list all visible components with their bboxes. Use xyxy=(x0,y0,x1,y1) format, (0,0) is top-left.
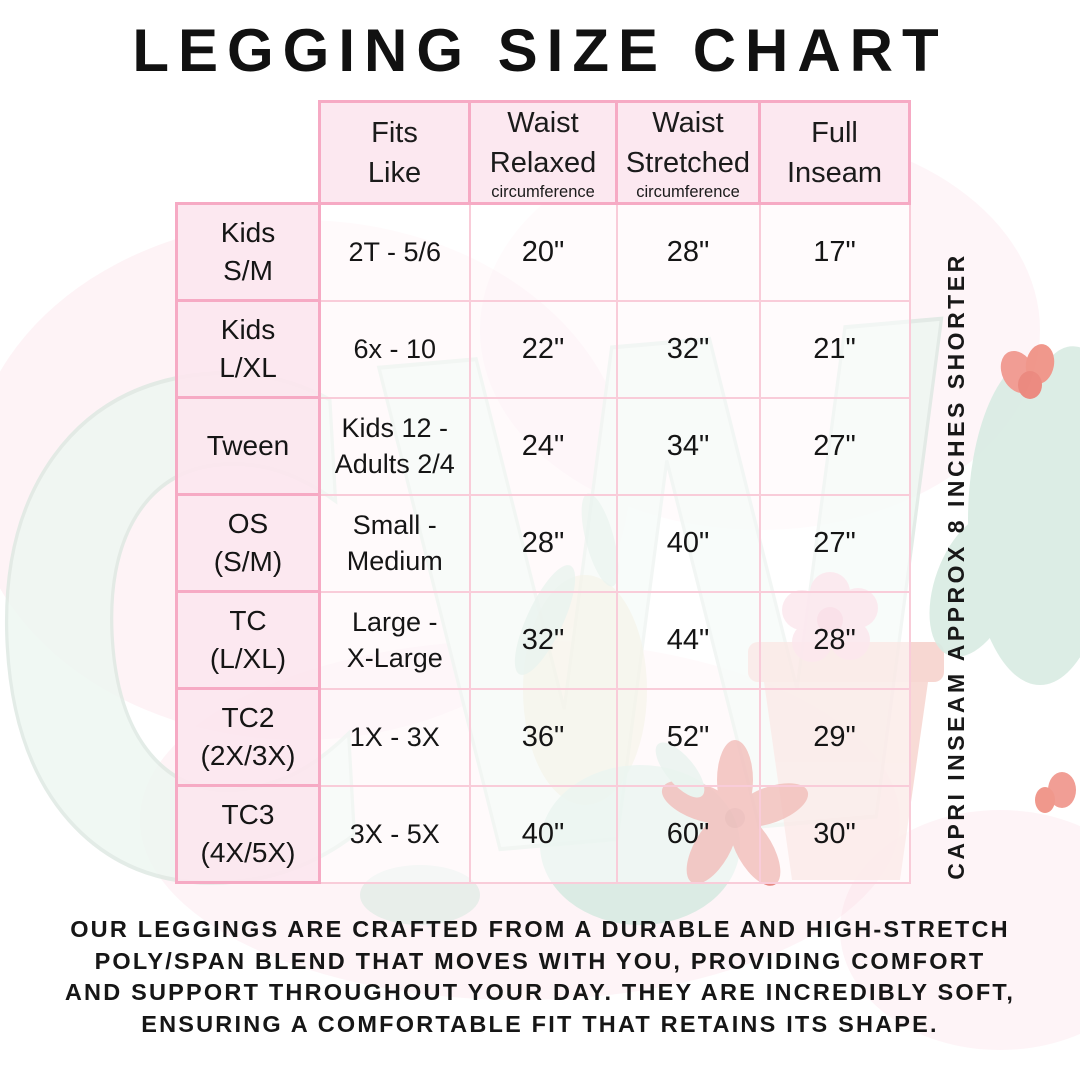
coral-flower xyxy=(1035,772,1076,813)
cell-full-inseam: 30" xyxy=(758,784,911,884)
table-row-tc2: TC2 (2X/3X) 1X - 3X 36" 52" 29" xyxy=(175,687,911,787)
capri-inseam-note: CAPRI INSEAM APPROX 8 INCHES SHORTER xyxy=(943,252,969,880)
row-label: OS (S/M) xyxy=(175,493,321,593)
cell-waist-relaxed: 40" xyxy=(468,784,618,884)
column-header-subtitle: circumference xyxy=(636,183,740,201)
footer-description: OUR LEGGINGS ARE CRAFTED FROM A DURABLE … xyxy=(64,916,1016,1037)
page-title: LEGGING SIZE CHART xyxy=(132,17,948,84)
table-row-tc: TC (L/XL) Large - X-Large 32" 44" 28" xyxy=(175,590,911,690)
cell-waist-stretched: 52" xyxy=(615,687,761,787)
coral-flower xyxy=(1000,344,1055,399)
cactus-shape xyxy=(929,344,1080,813)
cell-waist-stretched: 34" xyxy=(615,396,761,496)
cell-waist-relaxed: 36" xyxy=(468,687,618,787)
column-header-title: Full Inseam xyxy=(786,116,883,189)
row-label: Kids L/XL xyxy=(175,299,321,399)
table-row-tc3: TC3 (4X/5X) 3X - 5X 40" 60" 30" xyxy=(175,784,911,884)
cell-fits-like: 3X - 5X xyxy=(318,784,471,884)
cell-waist-stretched: 44" xyxy=(615,590,761,690)
row-label: TC (L/XL) xyxy=(175,590,321,690)
row-label: Kids S/M xyxy=(175,202,321,302)
row-label: TC3 (4X/5X) xyxy=(175,784,321,884)
cell-full-inseam: 28" xyxy=(758,590,911,690)
table-row-os: OS (S/M) Small - Medium 28" 40" 27" xyxy=(175,493,911,593)
column-header-title: Fits Like xyxy=(367,116,422,189)
column-header-waist-stretched: Waist Stretched circumference xyxy=(615,100,761,205)
table-row-kids-lxl: Kids L/XL 6x - 10 22" 32" 21" xyxy=(175,299,911,399)
cell-waist-relaxed: 20" xyxy=(468,202,618,302)
cell-waist-relaxed: 32" xyxy=(468,590,618,690)
cell-full-inseam: 21" xyxy=(758,299,911,399)
cell-waist-stretched: 28" xyxy=(615,202,761,302)
cell-full-inseam: 29" xyxy=(758,687,911,787)
cell-fits-like: 1X - 3X xyxy=(318,687,471,787)
cell-waist-relaxed: 22" xyxy=(468,299,618,399)
size-chart-table: Fits Like Waist Relaxed circumference Wa… xyxy=(175,100,911,884)
cell-fits-like: 2T - 5/6 xyxy=(318,202,471,302)
column-header-waist-relaxed: Waist Relaxed circumference xyxy=(468,100,618,205)
table-row-tween: Tween Kids 12 - Adults 2/4 24" 34" 27" xyxy=(175,396,911,496)
table-row-kids-sm: Kids S/M 2T - 5/6 20" 28" 17" xyxy=(175,202,911,302)
cell-fits-like: 6x - 10 xyxy=(318,299,471,399)
column-header-full-inseam: Full Inseam xyxy=(758,100,911,205)
cell-waist-relaxed: 24" xyxy=(468,396,618,496)
corner-blank-cell xyxy=(177,102,320,204)
cell-waist-stretched: 60" xyxy=(615,784,761,884)
row-label: Tween xyxy=(175,396,321,496)
column-header-title: Waist Relaxed xyxy=(489,107,597,179)
column-header-subtitle: circumference xyxy=(491,183,595,201)
cell-full-inseam: 17" xyxy=(758,202,911,302)
cell-full-inseam: 27" xyxy=(758,493,911,593)
cell-waist-relaxed: 28" xyxy=(468,493,618,593)
row-label: TC2 (2X/3X) xyxy=(175,687,321,787)
header-row: Fits Like Waist Relaxed circumference Wa… xyxy=(177,100,911,205)
column-header-title: Waist Stretched xyxy=(625,107,751,179)
cell-waist-stretched: 40" xyxy=(615,493,761,593)
column-header-fits-like: Fits Like xyxy=(318,100,471,205)
cell-fits-like: Large - X-Large xyxy=(318,590,471,690)
cell-fits-like: Kids 12 - Adults 2/4 xyxy=(318,396,471,496)
cell-fits-like: Small - Medium xyxy=(318,493,471,593)
cell-waist-stretched: 32" xyxy=(615,299,761,399)
cell-full-inseam: 27" xyxy=(758,396,911,496)
